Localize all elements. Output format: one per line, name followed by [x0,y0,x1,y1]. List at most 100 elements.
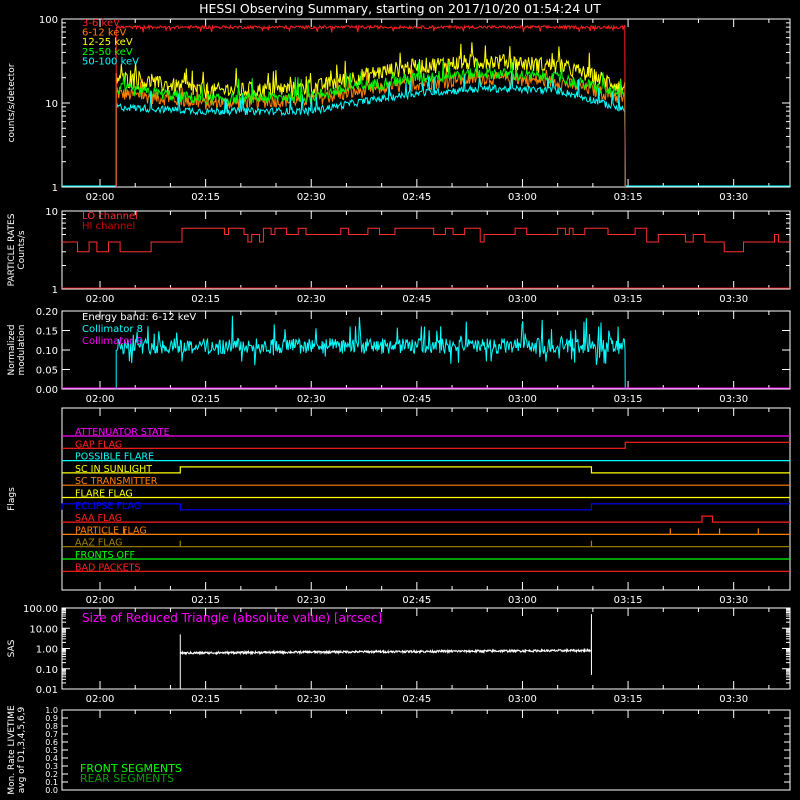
legend-entry: 12-25 keV [82,37,133,48]
legend-entry: 50-100 keV [82,56,139,67]
x-tick-label: 02:45 [402,394,431,405]
y-tick-label: 0.10 [36,346,58,357]
modulation-panel: 02:00 02:15 02:30 02:45 03:00 03:15 03:30 Norma… [7,307,791,405]
x-tick-label: 03:00 [508,595,537,606]
y-axis-label: counts/s/detector [7,63,17,142]
x-tick-label: 02:45 [402,192,431,203]
y-tick-label: 10.00 [29,624,58,635]
y-tick-label: 0.10 [36,665,58,676]
y-tick-label: 0.2 [45,770,58,779]
y-tick-label: 1 [52,183,58,194]
flag-line [62,466,790,474]
panels: 02:00 02:15 02:30 02:45 03:00 03:15 03:30 count… [7,15,791,795]
legend-entry: 6-12 keV [82,28,126,39]
x-tick-label: 03:15 [614,294,643,305]
legend-entry: Collimator 8 [82,324,143,335]
y-tick-label: 100.00 [23,604,58,615]
series-line-LO-channel [62,227,790,253]
series-line-3-6-keV [115,24,626,188]
y-axis-label: Mon. Rate LIVETIME [7,705,17,795]
legend-entry: Collimator 9 [82,336,143,347]
x-tick-label: 02:30 [297,394,326,405]
flag-label: SAA FLAG [75,513,122,524]
x-tick-label: 02:45 [402,294,431,305]
series-line-Collimator-8 [115,315,626,390]
flag-label: PARTICLE FLAG [75,525,147,536]
flag-line [62,441,790,449]
y-tick-label: 0.6 [45,738,58,747]
y-tick-label: 1.00 [36,645,58,656]
x-tick-label: 02:30 [297,294,326,305]
flag-label: GAP FLAG [75,439,122,450]
x-tick-label: 03:30 [719,192,748,203]
sas-panel: 02:00 02:15 02:30 02:45 03:00 03:15 03:30 SAS 0.… [7,604,791,705]
y-tick-label: 0.7 [45,730,58,739]
x-tick-label: 03:30 [719,294,748,305]
x-tick-label: 02:00 [86,294,115,305]
legend-entry: FRONT SEGMENTS [80,762,182,775]
series-line-25-50-keV [115,58,626,188]
panel-frame [61,407,791,591]
legend-entry: 25-50 keV [82,47,133,58]
series-line-12-25-keV [115,42,626,188]
y-tick-label: 0.05 [36,366,58,377]
y-tick-label: 0.20 [36,307,58,318]
y-tick-label: 1 [52,285,58,296]
x-tick-label: 02:15 [191,294,220,305]
counts-panel: 02:00 02:15 02:30 02:45 03:00 03:15 03:30 count… [7,15,791,203]
x-tick-label: 02:30 [297,595,326,606]
y-tick-label: 0.00 [36,385,58,396]
y-axis-label: PARTICLE RATES [7,213,17,286]
y-tick-label: 0.01 [36,685,58,696]
series-line-50-100-keV [115,71,626,188]
x-tick-label: 03:15 [614,192,643,203]
y-tick-label: 10 [45,99,58,110]
y-axis-label: Flags [7,487,17,511]
x-tick-label: 02:30 [297,694,326,705]
y-tick-label: 0.0 [45,786,58,795]
y-tick-label: 0.15 [36,327,58,338]
y-axis-label: avg of D1,3,4,5,6,9 [17,706,27,793]
x-tick-label: 03:30 [719,394,748,405]
y-tick-label: 0.4 [45,754,58,763]
flag-label: AAZ FLAG [75,538,122,549]
flag-line [61,503,790,511]
x-tick-label: 02:30 [297,192,326,203]
x-tick-label: 02:00 [86,192,115,203]
legend-entry: REAR SEGMENTS [80,772,174,785]
x-tick-label: 02:00 [86,694,115,705]
legend-entry: 3-6 keV [82,18,120,29]
flag-label: FLARE FLAG [75,489,133,500]
x-tick-label: 02:15 [191,595,220,606]
particle-panel: 02:00 02:15 02:30 02:45 03:00 03:15 03:30 PARTI… [7,207,791,305]
y-axis-label: Normalized [7,324,17,375]
x-tick-label: 03:15 [614,595,643,606]
y-tick-label: 0.5 [45,746,58,755]
series-line-6-12-keV [115,61,626,188]
y-axis-label: Counts/s [17,230,27,269]
legend-entry: LO channel [82,211,138,222]
x-tick-label: 02:15 [191,192,220,203]
livetime-panel: Mon. Rate LIVETIME avg of D1,3,4,5,6,9 0.0… [7,705,791,795]
flag-label: BAD PACKETS [75,562,141,573]
panel-annotation: Size of Reduced Triangle (absolute value… [82,611,382,625]
x-tick-label: 02:00 [86,394,115,405]
x-tick-label: 02:15 [191,394,220,405]
x-tick-label: 03:30 [719,595,748,606]
panel-annotation: Energy band: 6-12 keV [82,312,196,323]
flag-label: ECLIPSE FLAG [75,501,141,512]
y-tick-label: 0.8 [45,722,58,731]
x-tick-label: 03:00 [508,294,537,305]
flag-label: ATTENUATOR STATE [75,427,170,438]
x-tick-label: 02:45 [402,595,431,606]
x-tick-label: 03:00 [508,192,537,203]
y-tick-label: 0.1 [45,778,58,787]
flags-panel: 02:00 02:15 02:30 02:45 03:00 03:15 03:30 Flags… [7,407,791,606]
x-tick-label: 03:15 [614,394,643,405]
panel-frame [61,210,791,290]
y-tick-label: 0.3 [45,762,58,771]
x-tick-label: 03:00 [508,694,537,705]
flag-label: POSSIBLE FLARE [75,452,154,463]
